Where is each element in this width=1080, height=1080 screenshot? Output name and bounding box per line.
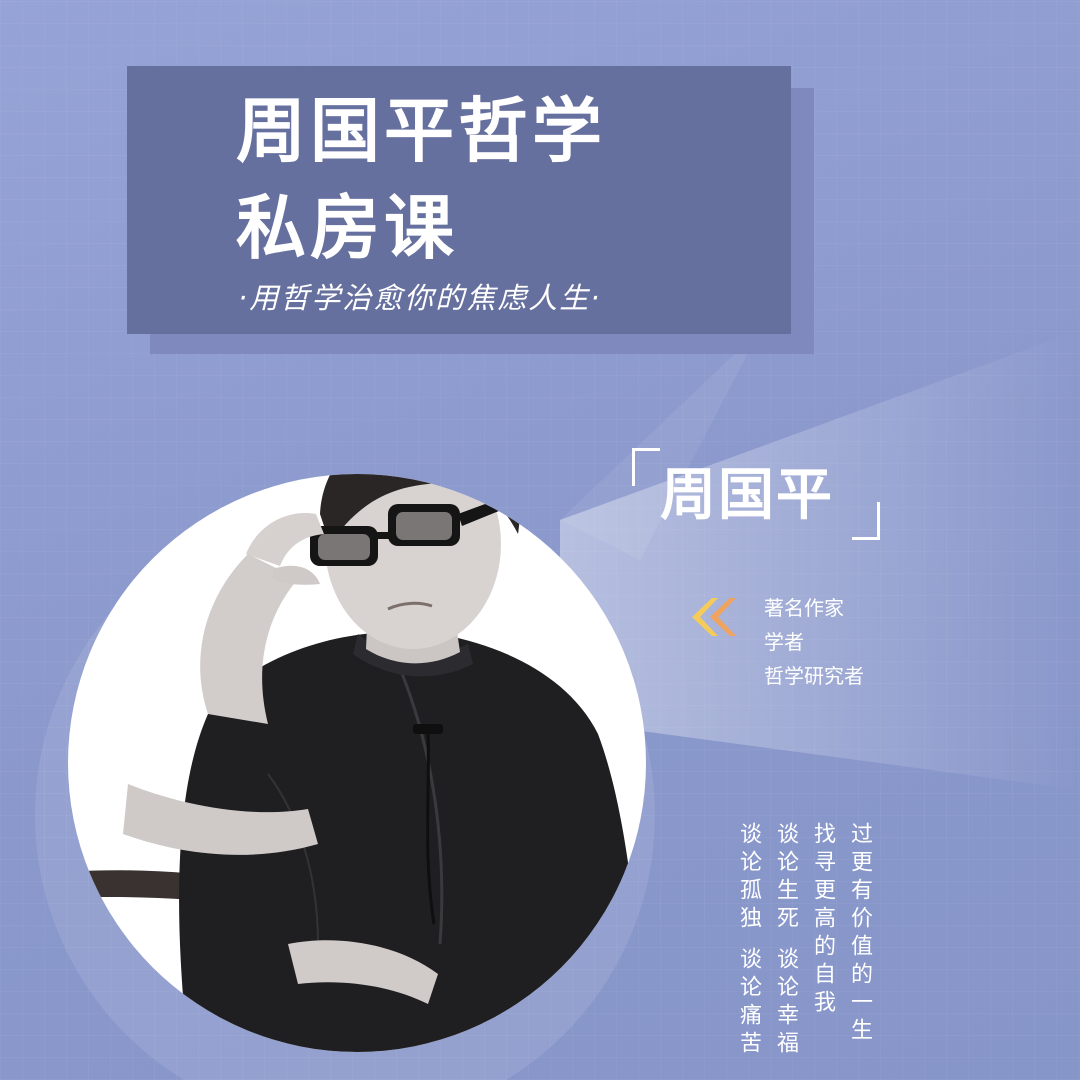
poster-title-line1: 周国平哲学 [236, 90, 606, 172]
speaker-role-scholar: 学者 [764, 630, 804, 654]
poster-title-line2: 私房课 [236, 187, 458, 269]
speaker-photo [68, 474, 646, 1052]
double-chevron-left-icon [692, 598, 736, 636]
speaker-role-philosopher: 哲学研究者 [764, 664, 864, 688]
topic-column-2: 找寻更高的自我 [810, 822, 835, 1018]
corner-bracket-bottom-right [852, 502, 880, 540]
topic-column-1: 过更有价值的一生 [847, 822, 872, 1046]
poster-subtitle: ·用哲学治愈你的焦虑人生· [238, 281, 602, 315]
speaker-role-writer: 著名作家 [764, 596, 844, 620]
topic-column-4: 谈论孤独 谈论痛苦 [736, 822, 761, 1059]
speaker-portrait [68, 474, 646, 1052]
speaker-name-block: 周国平 [632, 448, 880, 540]
topic-column-3: 谈论生死 谈论幸福 [773, 822, 798, 1059]
corner-bracket-top-left [632, 448, 660, 486]
title-box [127, 66, 791, 334]
speaker-name: 周国平 [660, 463, 834, 528]
